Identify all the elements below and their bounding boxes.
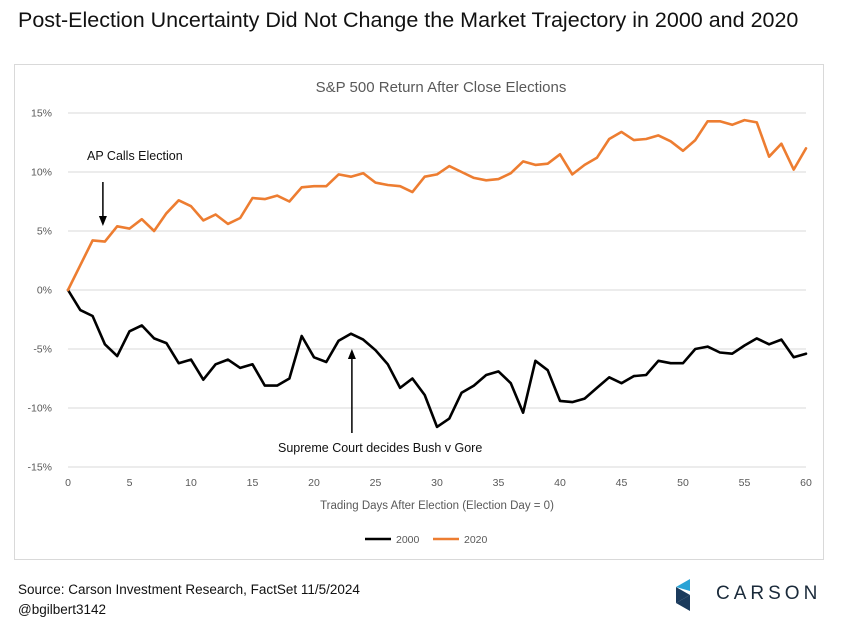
- y-tick-label: -5%: [33, 344, 52, 356]
- carson-logo-text: CARSON: [716, 583, 822, 604]
- chart-title: S&P 500 Return After Close Elections: [316, 79, 567, 96]
- y-tick-label: 15%: [31, 108, 52, 120]
- source-line: Source: Carson Investment Research, Fact…: [18, 582, 360, 597]
- carson-logo: CARSON: [672, 577, 832, 613]
- y-tick-label: 0%: [37, 285, 52, 297]
- x-tick-label: 25: [370, 477, 382, 489]
- source-note: Source: Carson Investment Research, Fact…: [18, 580, 360, 620]
- line-chart: S&P 500 Return After Close Elections -15%…: [27, 79, 812, 546]
- x-tick-label: 5: [127, 477, 133, 489]
- annotation-ap-calls-election: AP Calls Election: [87, 149, 183, 163]
- legend-label-2020: 2020: [464, 534, 488, 546]
- author-handle: @bgilbert3142: [18, 602, 107, 617]
- x-tick-label: 35: [493, 477, 505, 489]
- x-tick-label: 50: [677, 477, 689, 489]
- x-tick-label: 55: [739, 477, 751, 489]
- x-tick-label: 10: [185, 477, 197, 489]
- x-axis-label: Trading Days After Election (Election Da…: [320, 500, 554, 512]
- chart-container: S&P 500 Return After Close Elections -15%…: [14, 64, 824, 560]
- series-line-2000: [66, 288, 808, 429]
- x-tick-label: 15: [247, 477, 259, 489]
- x-tick-label: 45: [616, 477, 628, 489]
- annotation-arrow-head-down-icon: [98, 216, 107, 226]
- annotation-arrow-head-up-icon: [347, 349, 356, 359]
- y-tick-label: 5%: [37, 226, 52, 238]
- x-tick-label: 40: [554, 477, 566, 489]
- annotation-supreme-court: Supreme Court decides Bush v Gore: [278, 441, 482, 455]
- x-tick-label: 20: [308, 477, 320, 489]
- headline: Post-Election Uncertainty Did Not Change…: [18, 8, 799, 32]
- y-tick-label: -10%: [27, 403, 52, 415]
- x-tick-label: 60: [800, 477, 812, 489]
- x-tick-label: 30: [431, 477, 443, 489]
- x-tick-label: 0: [65, 477, 71, 489]
- y-tick-label: 10%: [31, 167, 52, 179]
- legend-label-2000: 2000: [396, 534, 420, 546]
- series-line-2020: [66, 118, 808, 292]
- carson-logo-mark-icon: [676, 579, 690, 611]
- y-tick-label: -15%: [27, 462, 52, 474]
